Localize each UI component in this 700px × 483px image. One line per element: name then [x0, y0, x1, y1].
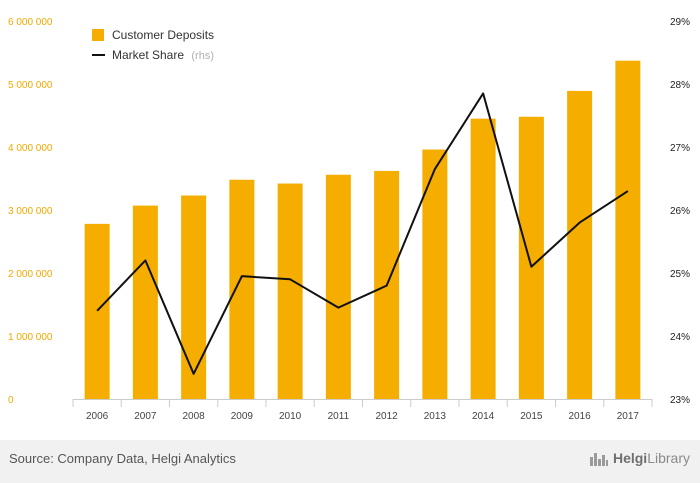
- bar: [422, 149, 448, 399]
- left-tick-label: 3 000 000: [8, 206, 53, 217]
- left-tick-label: 6 000 000: [8, 17, 53, 28]
- x-tick-label: 2007: [134, 411, 157, 422]
- right-tick-label: 25%: [670, 269, 690, 280]
- legend-label-market-share: Market Share (rhs): [112, 48, 214, 62]
- legend-label-deposits: Customer Deposits: [112, 28, 214, 42]
- x-tick-label: 2016: [569, 411, 592, 422]
- bar: [181, 195, 207, 399]
- city-skyline-icon: [589, 453, 608, 466]
- bar: [567, 90, 593, 400]
- bar: [84, 223, 110, 399]
- footer: [0, 440, 700, 483]
- left-tick-label: 2 000 000: [8, 269, 53, 280]
- source-text: Source: Company Data, Helgi Analytics: [9, 451, 236, 466]
- right-tick-label: 27%: [670, 143, 690, 154]
- x-tick-label: 2008: [183, 411, 206, 422]
- market-share-line: [96, 92, 629, 375]
- left-axis: 0 1 000 000 2 000 000 3 000 000 4 000 000 5 0…: [8, 17, 53, 406]
- left-tick-label: 0: [8, 395, 14, 406]
- right-tick-label: 29%: [670, 17, 690, 28]
- right-tick-label: 23%: [670, 395, 690, 406]
- left-tick-label: 4 000 000: [8, 143, 53, 154]
- bar: [470, 118, 496, 400]
- chart: 0 1 000 000 2 000 000 3 000 000 4 000 000 5 0…: [8, 17, 690, 422]
- right-tick-label: 24%: [670, 332, 690, 343]
- brand-logo[interactable]: HelgiLibrary: [589, 450, 690, 466]
- bar-series: [84, 60, 641, 400]
- bar: [132, 205, 158, 399]
- legend-swatch-deposits: [92, 29, 104, 41]
- x-tick-label: 2006: [86, 411, 109, 422]
- brand-prefix: Helgi: [612, 450, 648, 466]
- x-tick-label: 2012: [376, 411, 399, 422]
- x-tick-label: 2010: [279, 411, 302, 422]
- bar: [615, 60, 641, 399]
- right-axis: 23% 24% 25% 26% 27% 28% 29%: [670, 17, 690, 406]
- left-tick-label: 5 000 000: [8, 80, 53, 91]
- bar: [325, 174, 351, 399]
- x-tick-label: 2013: [424, 411, 447, 422]
- legend: Customer Deposits Market Share (rhs): [92, 28, 214, 62]
- x-tick-label: 2017: [617, 411, 640, 422]
- bar: [229, 179, 255, 399]
- x-axis: 2006 2007 2008 2009 2010 2011 2012 2013 2014 2015…: [72, 399, 653, 422]
- x-tick-label: 2015: [520, 411, 543, 422]
- right-tick-label: 28%: [670, 80, 690, 91]
- x-tick-label: 2009: [231, 411, 254, 422]
- line-series: [96, 92, 629, 375]
- x-tick-label: 2011: [328, 411, 350, 422]
- brand-suffix: Library: [647, 450, 690, 466]
- left-tick-label: 1 000 000: [8, 332, 53, 343]
- bar: [277, 183, 303, 399]
- x-tick-label: 2014: [472, 411, 495, 422]
- right-tick-label: 26%: [670, 206, 690, 217]
